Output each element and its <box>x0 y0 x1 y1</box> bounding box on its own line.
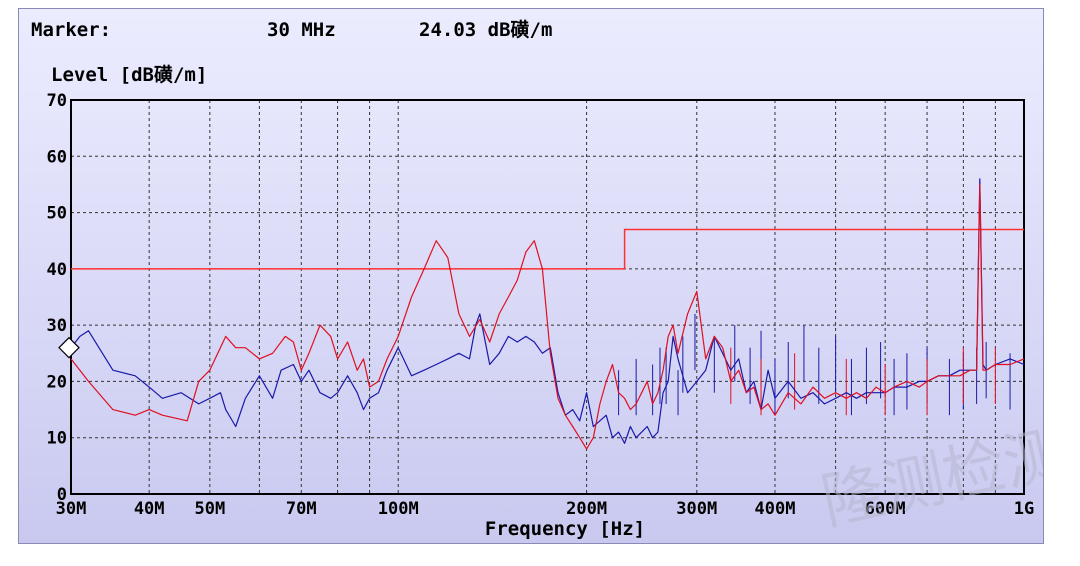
marker <box>58 336 80 359</box>
x-tick-label: 200M <box>566 499 607 519</box>
x-tick-label: 600M <box>865 499 906 519</box>
x-axis-label: Frequency [Hz] <box>485 518 645 540</box>
marker-frequency: 30 MHz <box>267 19 336 41</box>
x-tick-label: 100M <box>378 499 419 519</box>
x-tick-label: 50M <box>194 499 225 519</box>
y-ticks: 0 10 20 30 40 50 60 70 <box>47 91 67 505</box>
y-tick-label: 60 <box>47 147 67 167</box>
grid <box>70 99 1025 495</box>
x-tick-label: 400M <box>754 499 795 519</box>
y-tick-label: 40 <box>47 260 67 280</box>
chart-panel: Marker: 30 MHz 24.03 dB磺/m Level [dB磺/m]… <box>18 8 1044 544</box>
x-tick-label: 300M <box>676 499 717 519</box>
emission-chart: Marker: 30 MHz 24.03 dB磺/m Level [dB磺/m]… <box>31 18 1043 540</box>
plot-border <box>70 99 1025 495</box>
limit-line <box>71 228 1024 270</box>
watermark: 隆测检测 <box>815 416 1043 539</box>
watermark-text: 隆测检测 <box>815 416 1043 539</box>
y-tick-label: 50 <box>47 204 67 224</box>
x-tick-label: 1G <box>1014 499 1034 519</box>
x-ticks: 30M 40M 50M 70M 100M 200M 300M 400M 600M 1G <box>56 499 1035 519</box>
blue-trace <box>70 178 1025 444</box>
y-axis-label: Level [dB磺/m] <box>51 63 207 86</box>
series <box>70 178 1025 450</box>
y-tick-label: 20 <box>47 372 67 392</box>
x-tick-label: 30M <box>56 499 87 519</box>
y-tick-label: 30 <box>47 316 67 336</box>
y-tick-label: 0 <box>57 485 67 505</box>
marker-diamond <box>58 336 80 359</box>
y-tick-label: 10 <box>47 429 67 449</box>
marker-label: Marker: <box>31 19 111 41</box>
marker-level: 24.03 dB磺/m <box>419 18 552 41</box>
x-tick-label: 40M <box>134 499 165 519</box>
x-tick-label: 70M <box>286 499 317 519</box>
red-trace <box>70 183 1025 450</box>
y-tick-label: 70 <box>47 91 67 111</box>
